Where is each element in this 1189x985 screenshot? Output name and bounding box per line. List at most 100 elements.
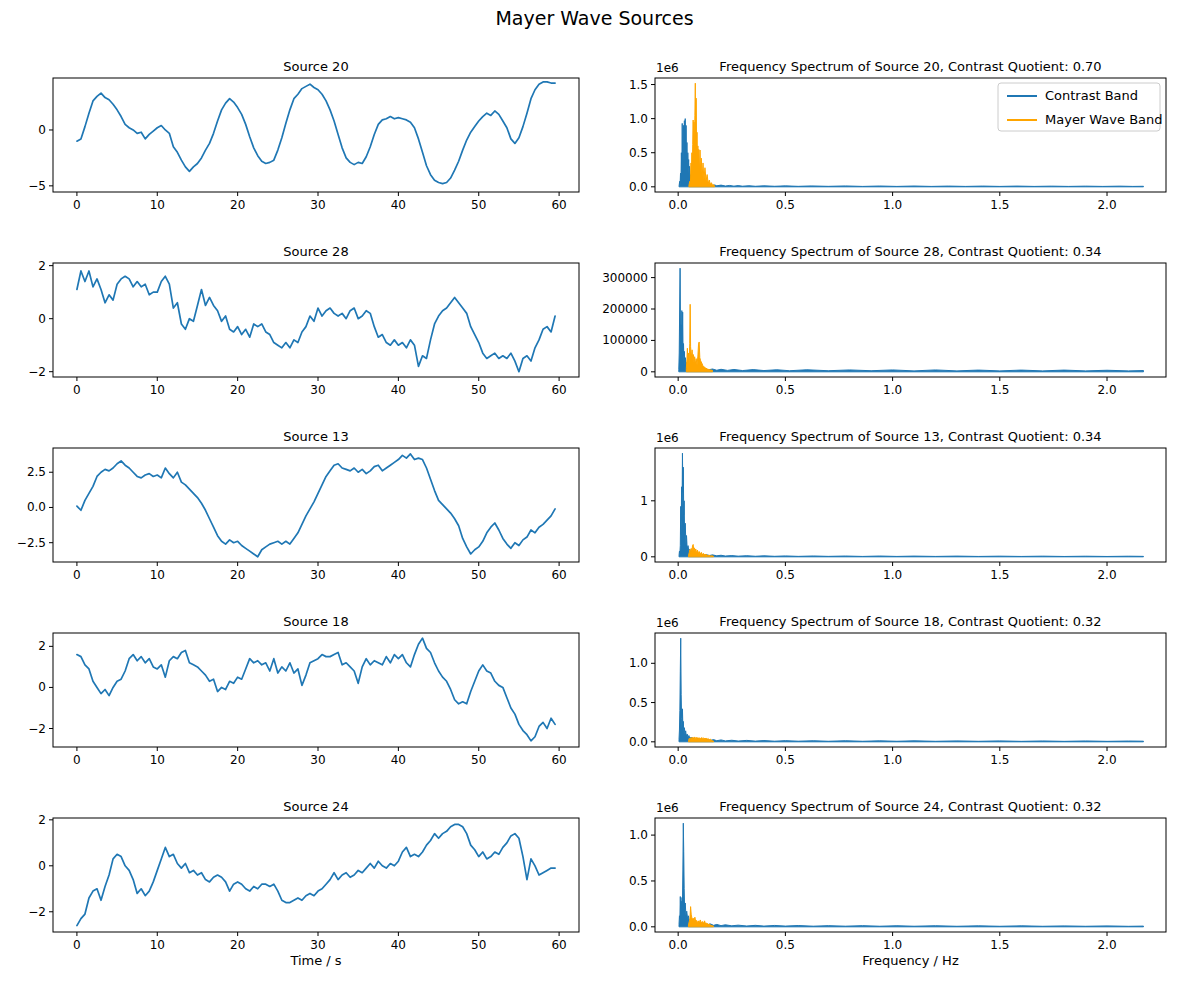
axes-frame-spectrum-source-28	[655, 263, 1166, 377]
x-tick-label: 0.0	[669, 753, 688, 767]
plots-canvas: 01020304050600−5Source 200.00.51.01.52.0…	[0, 0, 1189, 985]
x-tick-label: 20	[230, 198, 245, 212]
subplot-spectrum-source-13: 0.00.51.01.52.001Frequency Spectrum of S…	[640, 429, 1166, 582]
x-tick-label: 1.5	[990, 753, 1009, 767]
x-tick-label: 0	[73, 198, 81, 212]
x-tick-label: 0.0	[669, 938, 688, 952]
x-tick-label: 40	[391, 568, 406, 582]
subplot-title-spectrum-source-24: Frequency Spectrum of Source 24, Contras…	[719, 799, 1101, 814]
x-tick-label: 20	[230, 753, 245, 767]
subplot-spectrum-source-20: 0.00.51.01.52.00.00.51.01.5Frequency Spe…	[629, 59, 1166, 212]
subplot-spectrum-source-28: 0.00.51.01.52.00100000200000300000Freque…	[602, 244, 1166, 397]
y-tick-label: 0.5	[629, 874, 648, 888]
y-tick-label: −2	[28, 905, 46, 919]
axes-frame-source-13	[53, 448, 579, 562]
y-tick-label: 100000	[602, 333, 648, 347]
subplot-source-20: 01020304050600−5Source 20	[28, 59, 579, 212]
x-tick-label: 1.5	[990, 568, 1009, 582]
axes-frame-spectrum-source-18	[655, 633, 1166, 747]
x-tick-label: 30	[310, 938, 325, 952]
x-tick-label: 1.0	[883, 938, 902, 952]
x-tick-label: 10	[150, 753, 165, 767]
y-tick-label: 2	[38, 639, 46, 653]
y-tick-label: 1	[640, 494, 648, 508]
figure: Mayer Wave Sources 01020304050600−5Sourc…	[0, 0, 1189, 985]
y-axis-offset-label: 1e6	[656, 431, 679, 445]
x-tick-label: 2.0	[1097, 198, 1116, 212]
series-mayer-spectrum-source-20	[689, 83, 715, 187]
series-contrast-spectrum-source-28	[679, 268, 1144, 372]
y-tick-label: 0.5	[629, 696, 648, 710]
x-tick-label: 20	[230, 568, 245, 582]
y-tick-label: 0	[38, 859, 46, 873]
subplot-title-spectrum-source-18: Frequency Spectrum of Source 18, Contras…	[719, 614, 1101, 629]
series-mayer-spectrum-source-18	[688, 737, 713, 742]
x-tick-label: 1.0	[883, 753, 902, 767]
x-tick-label: 0.5	[776, 568, 795, 582]
axes-frame-source-20	[53, 78, 579, 192]
subplot-source-24: 010203040506020−2Source 24	[28, 799, 579, 952]
y-tick-label: 200000	[602, 302, 648, 316]
y-tick-label: 1.0	[629, 656, 648, 670]
x-tick-label: 0.5	[776, 938, 795, 952]
x-tick-label: 0	[73, 568, 81, 582]
legend-label-mayer: Mayer Wave Band	[1045, 112, 1163, 127]
subplot-source-28: 010203040506020−2Source 28	[28, 244, 579, 397]
axes-frame-spectrum-source-24	[655, 818, 1166, 932]
subplot-spectrum-source-24: 0.00.51.01.52.00.00.51.0Frequency Spectr…	[629, 799, 1166, 952]
x-tick-label: 40	[391, 753, 406, 767]
y-tick-label: 1.0	[629, 112, 648, 126]
subplot-source-13: 01020304050602.50.0−2.5Source 13	[17, 429, 579, 582]
x-tick-label: 30	[310, 198, 325, 212]
x-tick-label: 20	[230, 938, 245, 952]
x-tick-label: 0.0	[669, 383, 688, 397]
x-tick-label: 20	[230, 383, 245, 397]
y-tick-label: 0	[38, 680, 46, 694]
y-tick-label: 0.0	[629, 735, 648, 749]
x-tick-label: 0.5	[776, 198, 795, 212]
x-tick-label: 1.5	[990, 383, 1009, 397]
x-tick-label: 1.0	[883, 198, 902, 212]
x-tick-label: 40	[391, 198, 406, 212]
subplot-title-source-18: Source 18	[283, 614, 348, 629]
series-mayer-spectrum-source-28	[686, 304, 712, 372]
x-tick-label: 0.0	[669, 568, 688, 582]
x-tick-label: 50	[471, 198, 486, 212]
x-tick-label: 40	[391, 383, 406, 397]
x-tick-label: 60	[551, 383, 566, 397]
y-tick-label: 0	[38, 312, 46, 326]
x-tick-label: 10	[150, 938, 165, 952]
x-tick-label: 10	[150, 568, 165, 582]
x-tick-label: 1.5	[990, 198, 1009, 212]
x-tick-label: 60	[551, 568, 566, 582]
x-tick-label: 60	[551, 198, 566, 212]
subplot-title-source-28: Source 28	[283, 244, 348, 259]
series-contrast-spectrum-source-13	[679, 453, 1143, 557]
x-tick-label: 0	[73, 938, 81, 952]
y-tick-label: 2	[38, 259, 46, 273]
legend-label-contrast: Contrast Band	[1045, 88, 1138, 103]
y-tick-label: 0.5	[629, 146, 648, 160]
y-tick-label: 0.0	[27, 500, 46, 514]
axes-frame-source-18	[53, 633, 579, 747]
y-axis-offset-label: 1e6	[656, 801, 679, 815]
y-tick-label: 0.0	[629, 920, 648, 934]
y-tick-label: −2	[28, 365, 46, 379]
x-tick-label: 0.5	[776, 753, 795, 767]
subplot-title-source-24: Source 24	[283, 799, 348, 814]
series-contrast-spectrum-source-18	[679, 638, 1143, 742]
y-tick-label: −2	[28, 722, 46, 736]
series-mayer-spectrum-source-24	[688, 907, 713, 927]
y-tick-label: −2.5	[17, 536, 46, 550]
y-axis-offset-label: 1e6	[656, 616, 679, 630]
y-tick-label: 0	[640, 365, 648, 379]
x-tick-label: 1.0	[883, 383, 902, 397]
subplot-title-spectrum-source-20: Frequency Spectrum of Source 20, Contras…	[719, 59, 1101, 74]
y-tick-label: 0	[38, 123, 46, 137]
x-tick-label: 30	[310, 568, 325, 582]
series-contrast-source-13	[77, 454, 555, 557]
y-tick-label: 1.0	[629, 828, 648, 842]
legend: Contrast Band Mayer Wave Band	[998, 83, 1163, 131]
axes-frame-source-28	[53, 263, 579, 377]
x-tick-label: 2.0	[1097, 568, 1116, 582]
